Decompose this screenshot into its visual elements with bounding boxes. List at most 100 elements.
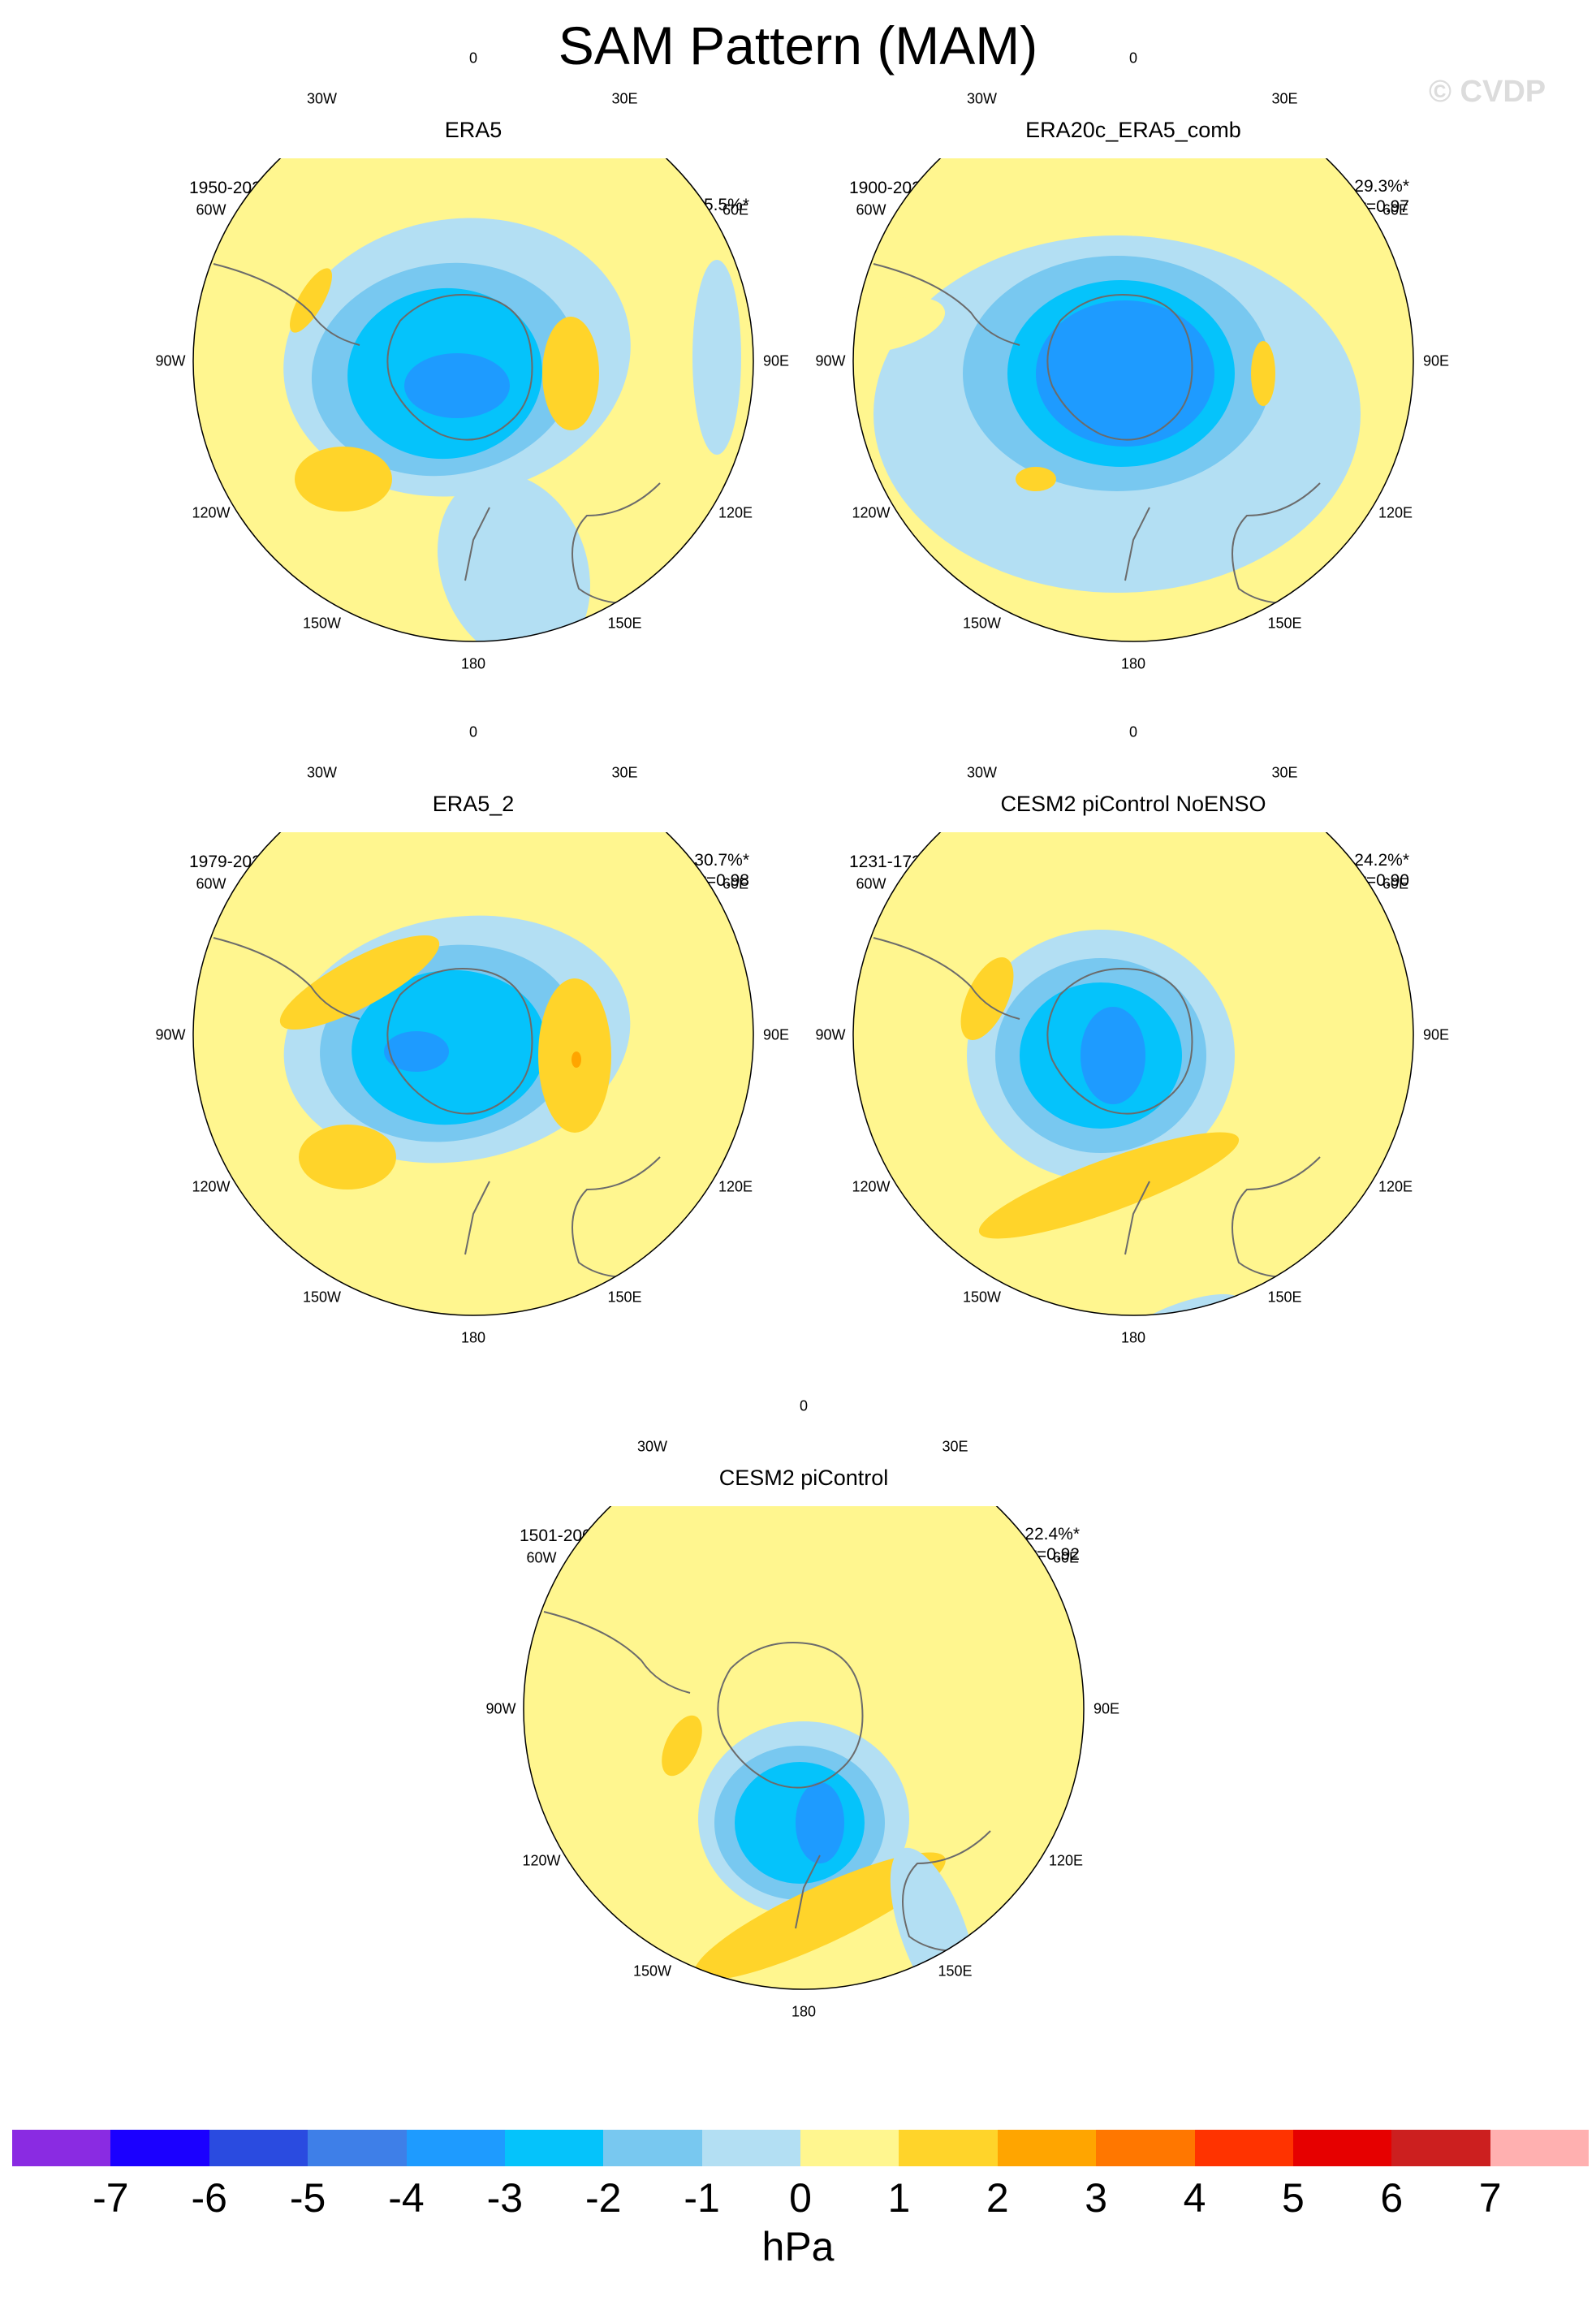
colorbar-tick-label: -5: [289, 2175, 326, 2221]
colorbar-tick-label: -3: [486, 2175, 524, 2221]
longitude-label: 150W: [632, 1962, 672, 1980]
map-border: [523, 1506, 1085, 1990]
polar-map: [192, 158, 754, 642]
map-field: [853, 832, 1413, 1315]
longitude-label: 60W: [196, 201, 226, 218]
map-field: [853, 158, 1413, 641]
longitude-label: 30W: [636, 1438, 668, 1455]
panel-title: ERA5: [444, 118, 503, 142]
polar-map: [852, 832, 1414, 1316]
longitude-label: 30W: [966, 764, 998, 781]
anomaly-contour: [542, 317, 599, 430]
longitude-label: 60E: [1382, 201, 1409, 218]
longitude-label: 90E: [1093, 1700, 1120, 1717]
longitude-label: 30E: [611, 764, 638, 781]
colorbar-units: hPa: [761, 2224, 835, 2269]
longitude-label: 60E: [1053, 1549, 1080, 1565]
panel-stats: 30.7%* r=0.98: [644, 850, 749, 891]
colorbar-tick-label: -6: [191, 2175, 227, 2221]
longitude-label: 0: [468, 50, 478, 67]
longitude-label: 30W: [966, 90, 998, 107]
anomaly-contour: [978, 1132, 1240, 1239]
longitude-label: 120E: [1048, 1852, 1084, 1868]
colorbar-tick-label: -4: [388, 2175, 425, 2221]
colorbar-box: [209, 2130, 308, 2166]
longitude-label: 60E: [1382, 875, 1409, 892]
colorbar-labels: -7 -6 -5 -4 -3 -2 -1 0 1 2 3 4 5 6 7: [0, 2174, 1596, 2223]
longitude-label: 0: [799, 1397, 809, 1414]
longitude-label: 30E: [1271, 90, 1298, 107]
colorbar-tick-label: 2: [986, 2175, 1009, 2221]
south-america-coastline: [213, 263, 360, 346]
longitude-label: 120W: [852, 1178, 891, 1194]
longitude-label: 90W: [155, 1026, 186, 1043]
longitude-label: 90W: [485, 1700, 516, 1717]
field-anomalies: [853, 235, 1361, 593]
map-panel-era5-2: ERA5_2 1979-2023 30.7%* r=0.98 0 30E 60E 90…: [108, 724, 839, 1457]
longitude-label: 120E: [718, 1178, 753, 1194]
new-zealand-coastline: [464, 1181, 490, 1255]
polar-map: [192, 832, 754, 1316]
longitude-label: 60E: [723, 201, 749, 218]
anomaly-contour: [384, 1031, 449, 1072]
colorbar-box: [110, 2130, 209, 2166]
explained-variance: 29.3%*: [1354, 177, 1409, 196]
anomaly-contour: [662, 1715, 702, 1777]
map-border: [852, 832, 1414, 1316]
longitude-label: 60W: [526, 1549, 557, 1565]
longitude-label: 150E: [1267, 615, 1302, 632]
anomaly-contour: [796, 1782, 844, 1863]
longitude-label: 180: [1120, 1329, 1146, 1346]
colorbar-tick-label: -1: [684, 2175, 720, 2221]
colorbar-box: [997, 2130, 1097, 2166]
south-america-coastline: [543, 1611, 691, 1694]
map-panel-cesm2-picontrol-noenso: CESM2 piControl NoENSO 1231-1730 24.2%* …: [768, 724, 1499, 1457]
anomaly-contour: [572, 1051, 581, 1068]
south-america-coastline: [873, 937, 1020, 1020]
new-zealand-coastline: [795, 1854, 821, 1929]
colorbar-tick-label: -2: [585, 2175, 622, 2221]
anomaly-contour: [694, 1852, 946, 1980]
anomaly-contour: [1081, 1007, 1145, 1104]
longitude-label: 90E: [762, 1026, 790, 1043]
pattern-correlation: r=0.97: [1360, 197, 1409, 216]
map-border: [852, 158, 1414, 642]
longitude-label: 30E: [942, 1438, 968, 1455]
colorbar-tick-label: 7: [1478, 2175, 1502, 2221]
pattern-correlation: r=0.92: [1030, 1545, 1080, 1564]
colorbar-box: [1194, 2130, 1293, 2166]
south-america-coastline: [213, 937, 360, 1020]
colorbar: [12, 2130, 1589, 2166]
anomaly-contour: [290, 268, 332, 333]
anomaly-contour: [692, 260, 741, 455]
map-border: [192, 832, 754, 1316]
colorbar-tick-label: 4: [1183, 2175, 1206, 2221]
panel-stats: 24.2%* r=0.90: [1304, 850, 1409, 891]
panel-title: CESM2 piControl NoENSO: [1000, 792, 1266, 816]
colorbar-box: [406, 2130, 505, 2166]
longitude-label: 150W: [302, 615, 342, 632]
longitude-label: 150E: [607, 1289, 642, 1306]
antarctica-coastline: [386, 294, 533, 441]
longitude-label: 120E: [1378, 504, 1413, 520]
longitude-label: 120W: [852, 504, 891, 520]
anomaly-contour: [437, 473, 591, 641]
colorbar-box: [308, 2130, 407, 2166]
anomaly-contour: [279, 935, 440, 1030]
longitude-label: 120W: [192, 504, 231, 520]
longitude-label: 0: [468, 723, 478, 740]
pattern-correlation: r=0.98: [700, 871, 749, 890]
map-border: [192, 158, 754, 642]
longitude-label: 0: [1128, 723, 1138, 740]
colorbar-tick-label: 1: [887, 2175, 911, 2221]
colorbar-box: [504, 2130, 604, 2166]
new-zealand-coastline: [464, 507, 490, 581]
longitude-label: 120E: [718, 504, 753, 520]
antarctica-coastline: [1046, 968, 1193, 1115]
pattern-correlation: r=0.90: [1360, 871, 1409, 890]
longitude-label: 180: [791, 2003, 817, 2020]
south-america-coastline: [873, 263, 1020, 346]
longitude-label: 120W: [522, 1852, 561, 1868]
map-field: [193, 158, 753, 641]
longitude-label: 150E: [1267, 1289, 1302, 1306]
